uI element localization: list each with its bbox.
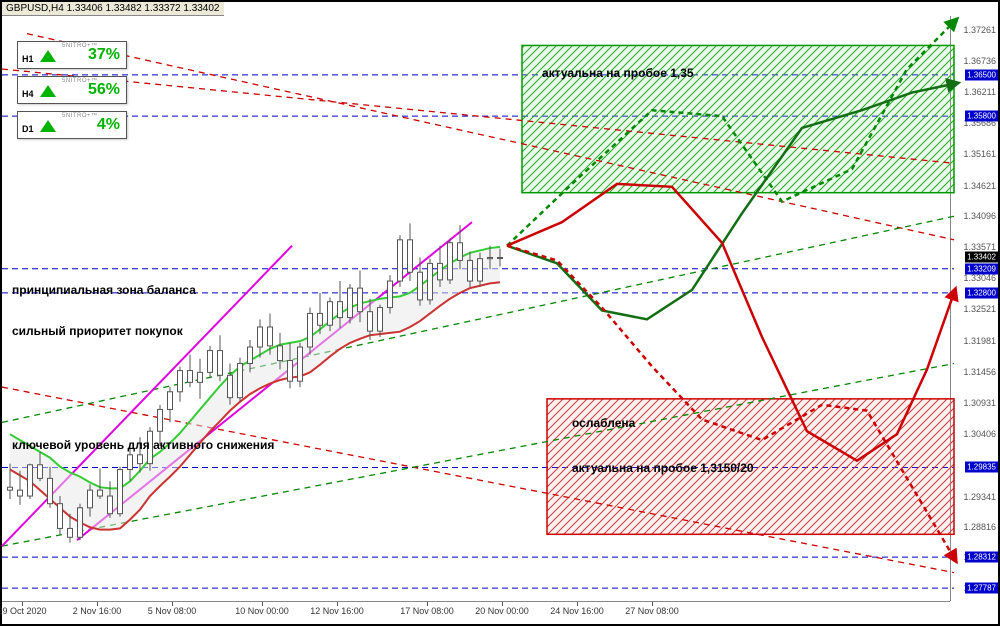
y-tick: 1.30931 [963,398,996,408]
x-tick: 2 Nov 16:00 [73,606,122,616]
plot-area[interactable]: H15NITRO+™37% H45NITRO+™56% D1 5NITRO+™4% ак… [2,16,950,601]
x-axis: 29 Oct 2020 2 Nov 16:00 5 Nov 08:00 10 Nov … [2,601,950,624]
indicator-timeframe: D1 [22,124,34,134]
annotation-label: сильный приоритет покупок [12,324,183,338]
y-tick: 1.32521 [963,304,996,314]
x-tick: 27 Nov 08:00 [625,606,679,616]
x-tick: 12 Nov 16:00 [310,606,364,616]
up-arrow-icon [40,85,56,97]
annotation-label: ослаблена [572,416,635,430]
y-tick: 1.31981 [963,336,996,346]
y-tick: 1.30406 [963,429,996,439]
x-tick: 17 Nov 08:00 [400,606,454,616]
price-tag: 1.33402 [965,252,998,263]
price-tag: 1.36500 [965,69,998,80]
x-tick: 24 Nov 16:00 [550,606,604,616]
x-tick: 20 Nov 00:00 [475,606,529,616]
indicator-timeframe: H4 [22,89,34,99]
chart-svg [2,16,950,601]
chart-container: GBPUSD,H4 1.33406 1.33482 1.33372 1.3340… [0,0,1000,626]
y-tick: 1.37261 [963,25,996,35]
indicator-brand: 5NITRO+™ [62,113,98,119]
price-tag: 1.33209 [965,263,998,274]
price-tag: 1.27787 [965,583,998,594]
y-tick: 1.36736 [963,56,996,66]
x-tick: 29 Oct 2020 [0,606,47,616]
indicator-box-d1: D1 5NITRO+™4% [17,111,127,139]
price-tag: 1.29835 [965,462,998,473]
y-tick: 1.31456 [963,367,996,377]
price-tag: 1.28312 [965,552,998,563]
annotation-label: принципиальная зона баланса [12,283,196,297]
y-tick: 1.34621 [963,181,996,191]
price-tag: 1.35800 [965,111,998,122]
y-axis: 1.372611.367361.362111.356861.351611.346… [950,16,998,601]
up-arrow-icon [40,50,56,62]
x-tick: 10 Nov 00:00 [235,606,289,616]
indicator-timeframe: H1 [22,54,34,64]
indicator-percent: 4% [97,116,120,134]
up-arrow-icon [40,120,56,132]
y-tick: 1.29341 [963,492,996,502]
x-tick: 5 Nov 08:00 [148,606,197,616]
trend-line [2,216,954,422]
symbol-header: GBPUSD,H4 1.33406 1.33482 1.33372 1.3340… [2,2,224,16]
y-tick: 1.36211 [964,87,996,97]
annotation-label: актуальна на пробое 1,35 [542,66,694,80]
y-tick: 1.35161 [963,149,996,159]
annotation-label: актуальна на пробое 1,3150/20 [572,461,754,475]
y-tick: 1.33046 [963,273,996,283]
annotation-label: ключевой уровень для активного снижения [12,438,274,452]
price-tag: 1.32800 [965,287,998,298]
indicator-percent: 56% [88,81,120,99]
y-tick: 1.28816 [963,522,996,532]
indicator-box-h1: H15NITRO+™37% [17,41,127,69]
indicator-percent: 37% [88,46,120,64]
y-tick: 1.34096 [963,211,996,221]
indicator-box-h4: H45NITRO+™56% [17,76,127,104]
